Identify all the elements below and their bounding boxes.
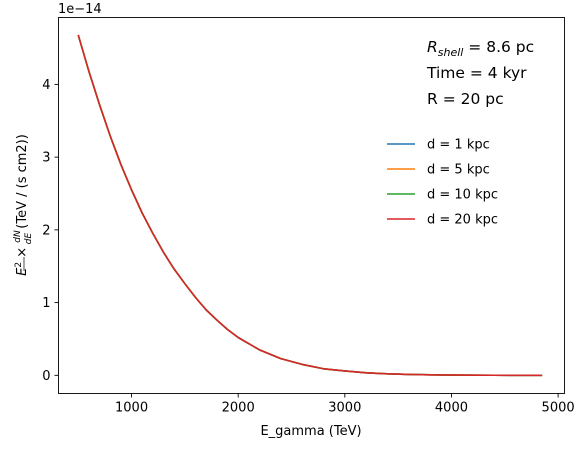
y-label-units: (TeV / (s cm2))	[15, 134, 30, 233]
series-line	[77, 34, 543, 377]
y-offset-label: 1e−14	[58, 2, 102, 17]
x-axis-label: E_gamma (TeV)	[260, 424, 361, 439]
y-tick-label: 0	[42, 369, 50, 384]
series-line	[77, 34, 543, 377]
legend-label: d = 5 kpc	[427, 163, 490, 178]
y-tick-label: 2	[42, 223, 50, 238]
y-tick-label: 4	[42, 78, 50, 93]
x-tick-label: 4000	[435, 401, 468, 416]
y-tick-label: 3	[42, 151, 50, 166]
x-axis-ticks: 1000 2000 3000 4000 5000	[115, 393, 575, 416]
y-tick-label: 1	[42, 296, 50, 311]
annotation-radius: R = 20 pc	[427, 90, 504, 108]
annotation-time: Time = 4 kyr	[426, 64, 527, 82]
annotation-rshell-subscript: shell	[438, 46, 464, 59]
series-line	[77, 34, 543, 377]
series-lines	[77, 34, 543, 377]
legend-label: d = 1 kpc	[427, 138, 490, 153]
x-tick-label: 2000	[222, 401, 255, 416]
x-tick-label: 5000	[542, 401, 575, 416]
plot-area-frame	[58, 17, 565, 394]
svg-text:E2 × dNdE (TeV / (s cm2)): E2 × dNdE (TeV / (s cm2))	[13, 134, 34, 276]
y-label-dn: dN	[13, 230, 23, 243]
y-label-de: dE	[24, 233, 34, 245]
y-axis-label: E2 × dNdE (TeV / (s cm2))	[13, 134, 34, 276]
annotation-block: Rshell = 8.6 pc Time = 4 kyr R = 20 pc	[426, 38, 534, 108]
x-tick-label: 3000	[328, 401, 361, 416]
y-label-e: E	[15, 267, 30, 276]
legend-label: d = 10 kpc	[427, 188, 498, 203]
y-axis-ticks: 0 1 2 3 4	[42, 78, 59, 384]
series-line	[77, 34, 543, 377]
y-label-times: ×	[15, 243, 30, 262]
x-tick-label: 1000	[115, 401, 148, 416]
annotation-rshell: Rshell = 8.6 pc	[427, 38, 534, 59]
legend: d = 1 kpc d = 5 kpc d = 10 kpc d = 20 kpc	[387, 138, 498, 228]
annotation-rshell-value: = 8.6 pc	[463, 38, 534, 56]
y-label-exponent: 2	[14, 262, 24, 268]
legend-label: d = 20 kpc	[427, 213, 498, 228]
annotation-rshell-symbol: R	[427, 38, 438, 56]
